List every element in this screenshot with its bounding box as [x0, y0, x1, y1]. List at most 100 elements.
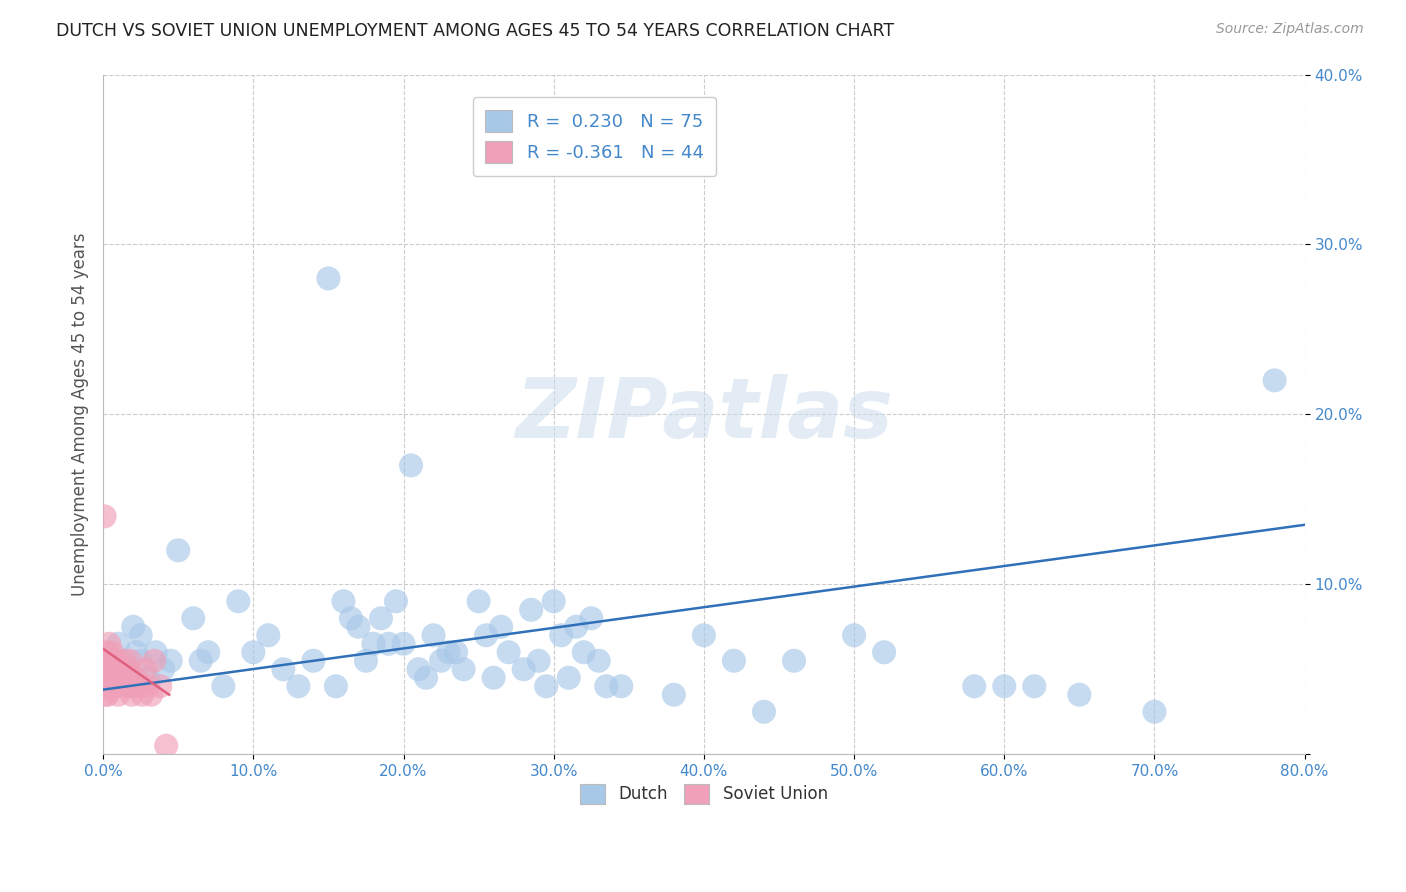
Point [122, 620, 145, 634]
Point [520, 603, 543, 617]
Point [129, 628, 152, 642]
Point [155, 739, 177, 753]
Point [134, 662, 156, 676]
Point [94, 671, 117, 685]
Point [103, 654, 125, 668]
Point [783, 654, 806, 668]
Point [347, 620, 370, 634]
Point [512, 662, 534, 676]
Point [105, 654, 128, 668]
Point [93, 509, 115, 524]
Point [181, 611, 204, 625]
Point [100, 654, 122, 668]
Point [104, 671, 127, 685]
Point [581, 611, 603, 625]
Point [93, 679, 115, 693]
Point [101, 662, 124, 676]
Point [257, 628, 280, 642]
Point [197, 645, 219, 659]
Point [145, 645, 167, 659]
Point [572, 645, 595, 659]
Point [141, 688, 163, 702]
Point [111, 679, 134, 693]
Point [107, 637, 129, 651]
Point [1264, 373, 1286, 387]
Point [873, 645, 896, 659]
Point [129, 654, 152, 668]
Point [98, 662, 121, 676]
Point [422, 628, 444, 642]
Point [143, 654, 166, 668]
Point [723, 654, 745, 668]
Point [467, 594, 489, 608]
Point [610, 679, 633, 693]
Point [118, 662, 141, 676]
Point [415, 671, 437, 685]
Point [94, 645, 117, 659]
Text: ZIPatlas: ZIPatlas [515, 374, 893, 455]
Point [963, 679, 986, 693]
Point [273, 662, 295, 676]
Point [399, 458, 422, 473]
Y-axis label: Unemployment Among Ages 45 to 54 years: Unemployment Among Ages 45 to 54 years [72, 233, 89, 596]
Point [167, 543, 190, 558]
Point [595, 679, 617, 693]
Point [114, 671, 136, 685]
Point [325, 679, 347, 693]
Point [302, 654, 325, 668]
Point [212, 679, 235, 693]
Point [103, 679, 125, 693]
Point [97, 688, 120, 702]
Point [107, 688, 129, 702]
Point [97, 654, 120, 668]
Point [550, 628, 572, 642]
Point [363, 637, 385, 651]
Point [842, 628, 865, 642]
Point [100, 671, 122, 685]
Point [557, 671, 579, 685]
Point [104, 662, 127, 676]
Point [588, 654, 610, 668]
Point [190, 654, 212, 668]
Point [482, 671, 505, 685]
Point [430, 654, 453, 668]
Point [437, 645, 460, 659]
Point [98, 637, 121, 651]
Text: DUTCH VS SOVIET UNION UNEMPLOYMENT AMONG AGES 45 TO 54 YEARS CORRELATION CHART: DUTCH VS SOVIET UNION UNEMPLOYMENT AMONG… [56, 22, 894, 40]
Point [377, 637, 399, 651]
Point [993, 679, 1015, 693]
Point [104, 671, 127, 685]
Point [136, 679, 159, 693]
Point [340, 611, 363, 625]
Point [131, 688, 153, 702]
Point [534, 679, 557, 693]
Point [94, 662, 117, 676]
Point [93, 654, 115, 668]
Legend: Dutch, Soviet Union: Dutch, Soviet Union [569, 773, 838, 814]
Point [149, 679, 172, 693]
Point [100, 654, 122, 668]
Point [125, 645, 148, 659]
Point [392, 637, 415, 651]
Point [693, 628, 716, 642]
Point [226, 594, 249, 608]
Point [136, 671, 159, 685]
Point [128, 679, 150, 693]
Point [122, 679, 145, 693]
Point [108, 662, 131, 676]
Point [1069, 688, 1091, 702]
Point [453, 662, 475, 676]
Point [115, 679, 138, 693]
Point [370, 611, 392, 625]
Point [752, 705, 775, 719]
Point [444, 645, 467, 659]
Point [489, 620, 512, 634]
Point [498, 645, 520, 659]
Point [385, 594, 408, 608]
Point [112, 654, 135, 668]
Point [94, 688, 117, 702]
Point [527, 654, 550, 668]
Point [318, 271, 340, 285]
Point [1143, 705, 1166, 719]
Point [1024, 679, 1046, 693]
